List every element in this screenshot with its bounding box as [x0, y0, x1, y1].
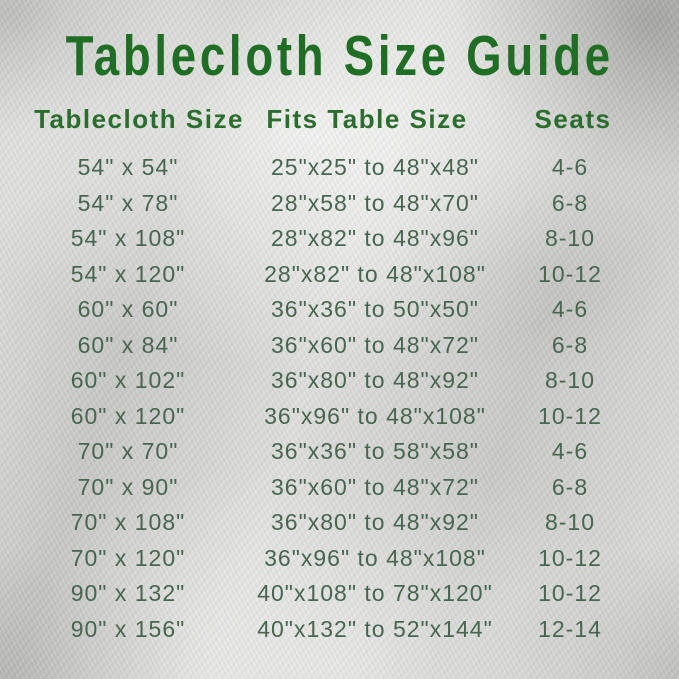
- fits-table-size-cell: 36"x60" to 48"x72": [271, 473, 479, 500]
- table-row: 70" x 70" 36"x36" to 58"x58" 4-6: [0, 434, 679, 470]
- table-row: 54" x 78" 28"x58" to 48"x70" 6-8: [0, 186, 679, 222]
- fits-table-size-cell: 36"x36" to 58"x58": [271, 438, 479, 465]
- tablecloth-size-cell: 70" x 70": [77, 438, 179, 465]
- fits-table-size-cell: 40"x108" to 78"x120": [257, 580, 493, 607]
- tablecloth-size-cell: 90" x 132": [70, 580, 186, 607]
- seats-cell: 6-8: [551, 189, 589, 216]
- fits-table-size-cell: 25"x25" to 48"x48": [271, 154, 479, 181]
- fits-table-size-cell: 40"x132" to 52"x144": [257, 615, 493, 642]
- page-title: Tablecloth Size Guide: [65, 25, 614, 88]
- tablecloth-size-cell: 54" x 108": [70, 225, 186, 252]
- fits-table-size-cell: 36"x96" to 48"x108": [264, 402, 486, 429]
- seats-cell: 4-6: [551, 296, 589, 323]
- seats-cell: 10-12: [538, 544, 602, 571]
- fits-table-size-cell: 28"x82" to 48"x108": [264, 260, 486, 287]
- tablecloth-size-cell: 60" x 84": [77, 331, 179, 358]
- fits-table-size-cell: 36"x96" to 48"x108": [264, 544, 486, 571]
- table-row: 54" x 54" 25"x25" to 48"x48" 4-6: [0, 150, 679, 186]
- seats-cell: 4-6: [551, 154, 589, 181]
- fits-table-size-cell: 36"x60" to 48"x72": [271, 331, 479, 358]
- table-row: 90" x 132" 40"x108" to 78"x120" 10-12: [0, 576, 679, 612]
- tablecloth-size-cell: 70" x 120": [70, 544, 186, 571]
- tablecloth-size-cell: 60" x 102": [70, 367, 186, 394]
- tablecloth-size-cell: 90" x 156": [70, 615, 186, 642]
- seats-cell: 6-8: [551, 473, 589, 500]
- fits-table-size-cell: 36"x36" to 50"x50": [271, 296, 479, 323]
- table-row: 70" x 90" 36"x60" to 48"x72" 6-8: [0, 470, 679, 506]
- seats-cell: 10-12: [538, 402, 602, 429]
- seats-cell: 12-14: [538, 615, 602, 642]
- table-row: 70" x 108" 36"x80" to 48"x92" 8-10: [0, 505, 679, 541]
- column-header-tablecloth-size: Tablecloth Size: [34, 104, 244, 134]
- seats-cell: 8-10: [544, 225, 596, 252]
- tablecloth-size-cell: 54" x 78": [77, 189, 179, 216]
- fits-table-size-cell: 28"x82" to 48"x96": [271, 225, 479, 252]
- column-header-seats: Seats: [534, 104, 612, 134]
- size-table: 54" x 54" 25"x25" to 48"x48" 4-6 54" x 7…: [0, 150, 679, 647]
- tablecloth-size-cell: 60" x 60": [77, 296, 179, 323]
- table-row: 60" x 102" 36"x80" to 48"x92" 8-10: [0, 363, 679, 399]
- tablecloth-size-cell: 54" x 120": [70, 260, 186, 287]
- fits-table-size-cell: 36"x80" to 48"x92": [271, 367, 479, 394]
- fits-table-size-cell: 28"x58" to 48"x70": [271, 189, 479, 216]
- table-row: 54" x 120" 28"x82" to 48"x108" 10-12: [0, 257, 679, 293]
- seats-cell: 4-6: [551, 438, 589, 465]
- table-row: 54" x 108" 28"x82" to 48"x96" 8-10: [0, 221, 679, 257]
- tablecloth-size-cell: 54" x 54": [77, 154, 179, 181]
- title-area: Tablecloth Size Guide: [0, 24, 679, 88]
- seats-cell: 6-8: [551, 331, 589, 358]
- seats-cell: 8-10: [544, 367, 596, 394]
- tablecloth-size-cell: 70" x 90": [77, 473, 179, 500]
- seats-cell: 8-10: [544, 509, 596, 536]
- tablecloth-size-cell: 70" x 108": [70, 509, 186, 536]
- table-row: 60" x 120" 36"x96" to 48"x108" 10-12: [0, 399, 679, 435]
- seats-cell: 10-12: [538, 260, 602, 287]
- table-row: 90" x 156" 40"x132" to 52"x144" 12-14: [0, 612, 679, 648]
- fits-table-size-cell: 36"x80" to 48"x92": [271, 509, 479, 536]
- table-row: 60" x 84" 36"x60" to 48"x72" 6-8: [0, 328, 679, 364]
- column-header-fits-table-size: Fits Table Size: [266, 104, 468, 134]
- table-row: 60" x 60" 36"x36" to 50"x50" 4-6: [0, 292, 679, 328]
- seats-cell: 10-12: [538, 580, 602, 607]
- tablecloth-size-cell: 60" x 120": [70, 402, 186, 429]
- table-row: 70" x 120" 36"x96" to 48"x108" 10-12: [0, 541, 679, 577]
